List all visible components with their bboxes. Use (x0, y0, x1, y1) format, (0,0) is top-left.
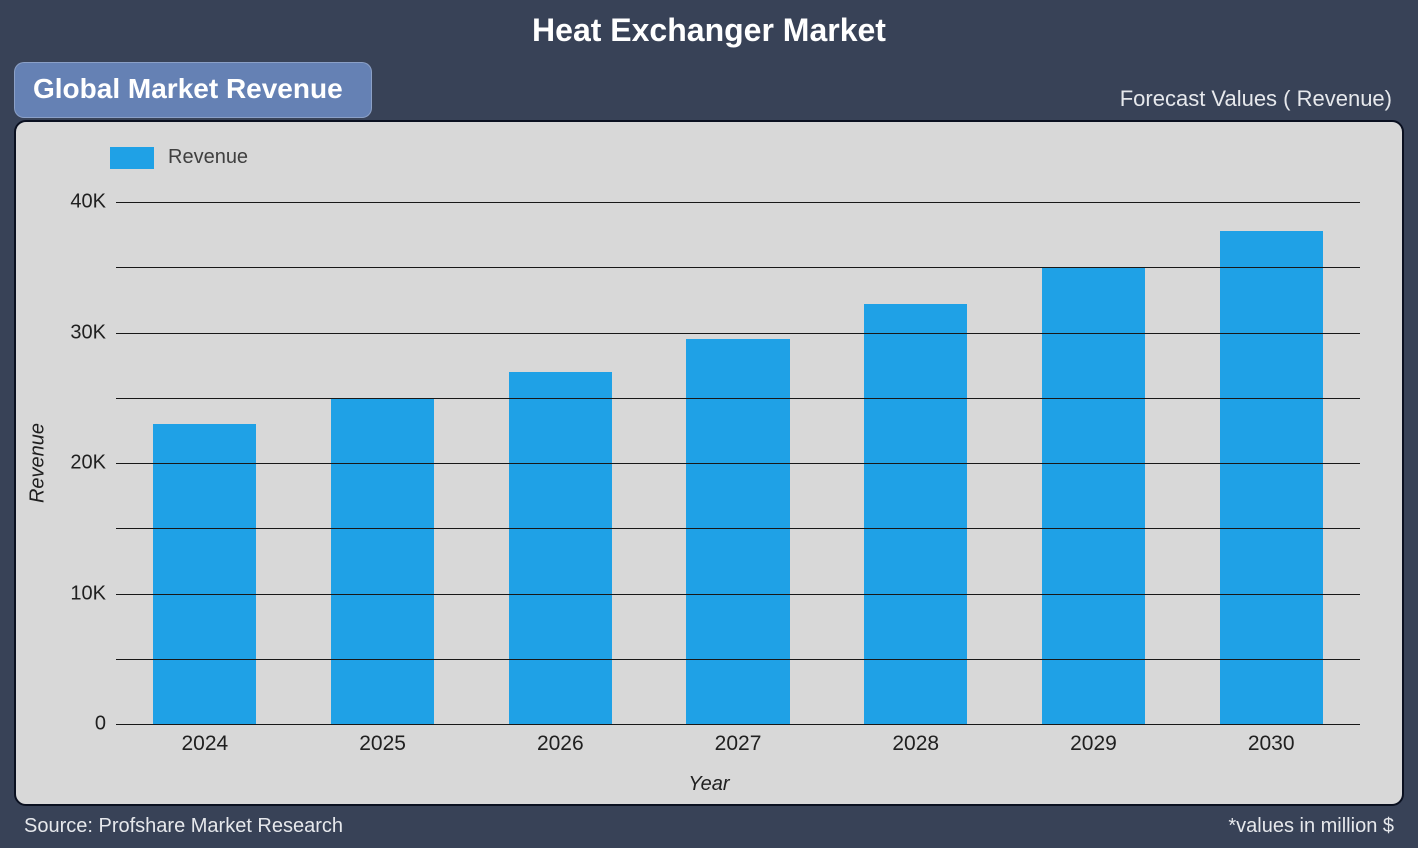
y-axis-label: Revenue (27, 423, 50, 503)
legend-swatch (110, 147, 154, 169)
y-tick-label: 30K (70, 321, 106, 344)
gridline (116, 724, 1360, 725)
plot-area: 2024202520262027202820292030 010K20K30K4… (116, 202, 1360, 724)
y-tick-label: 0 (95, 713, 106, 736)
gridline (116, 202, 1360, 203)
x-axis-label: Year (688, 773, 729, 796)
gridline (116, 463, 1360, 464)
subtitle-badge: Global Market Revenue (14, 62, 372, 118)
bar (331, 398, 434, 724)
bar (509, 372, 612, 724)
gridline (116, 398, 1360, 399)
y-tick-label: 10K (70, 582, 106, 605)
gridline (116, 659, 1360, 660)
gridline (116, 528, 1360, 529)
bar (1042, 267, 1145, 724)
legend-label: Revenue (168, 146, 248, 169)
x-tick-label: 2029 (1070, 732, 1117, 756)
bar (153, 424, 256, 724)
bar (1220, 231, 1323, 724)
y-tick-label: 20K (70, 452, 106, 475)
gridline (116, 594, 1360, 595)
legend: Revenue (110, 146, 248, 169)
source-label: Source: Profshare Market Research (24, 815, 343, 838)
gridline (116, 333, 1360, 334)
x-tick-label: 2025 (359, 732, 406, 756)
y-tick-label: 40K (70, 191, 106, 214)
x-tick-label: 2028 (892, 732, 939, 756)
x-tick-label: 2027 (715, 732, 762, 756)
forecast-label: Forecast Values ( Revenue) (1120, 86, 1392, 112)
x-tick-label: 2026 (537, 732, 584, 756)
chart-container: Heat Exchanger Market Global Market Reve… (0, 0, 1418, 848)
x-tick-label: 2030 (1248, 732, 1295, 756)
gridline (116, 267, 1360, 268)
chart-box: Revenue Revenue Year 2024202520262027202… (14, 120, 1404, 806)
bar (864, 304, 967, 724)
values-note: *values in million $ (1228, 815, 1394, 838)
x-tick-label: 2024 (182, 732, 229, 756)
page-title: Heat Exchanger Market (0, 0, 1418, 49)
